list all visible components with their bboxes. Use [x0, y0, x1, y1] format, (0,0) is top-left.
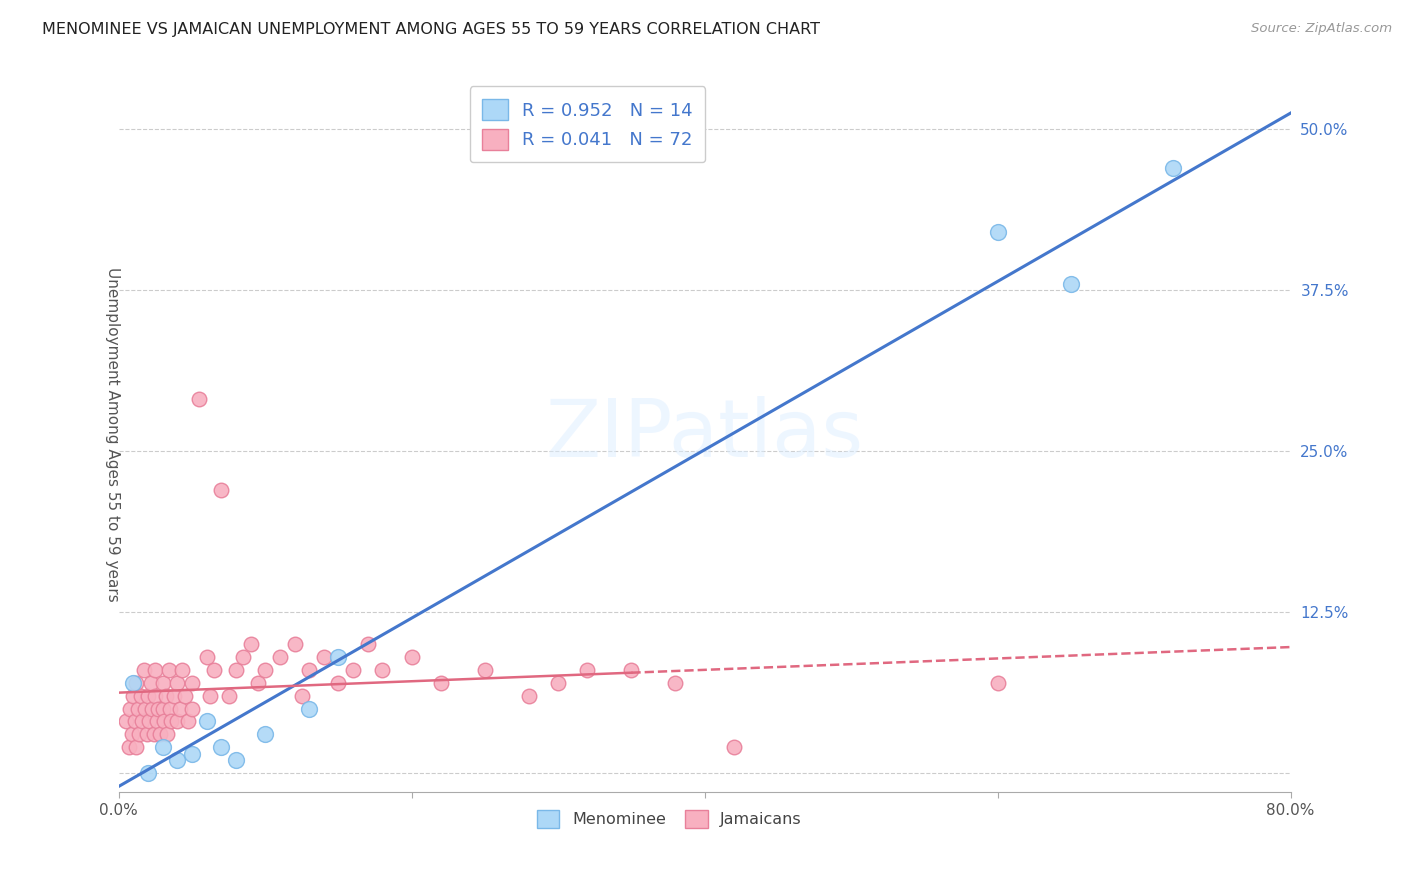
Point — [723, 740, 745, 755]
Text: Source: ZipAtlas.com: Source: ZipAtlas.com — [1251, 22, 1392, 36]
Point — [181, 747, 204, 761]
Point — [120, 701, 142, 715]
Point — [181, 701, 204, 715]
Point — [254, 727, 277, 741]
Point — [142, 727, 165, 741]
Point — [283, 637, 305, 651]
Point — [225, 663, 247, 677]
Point — [166, 753, 188, 767]
Point — [134, 701, 156, 715]
Point — [128, 727, 150, 741]
Point — [218, 689, 240, 703]
Point — [173, 689, 195, 703]
Point — [129, 689, 152, 703]
Point — [152, 675, 174, 690]
Point — [136, 689, 159, 703]
Point — [121, 727, 143, 741]
Point — [298, 663, 321, 677]
Point — [152, 740, 174, 755]
Point — [157, 663, 180, 677]
Point — [149, 727, 172, 741]
Point — [152, 701, 174, 715]
Point — [198, 689, 221, 703]
Point — [328, 675, 350, 690]
Point — [342, 663, 364, 677]
Point — [135, 727, 157, 741]
Point — [132, 663, 155, 677]
Point — [115, 714, 138, 729]
Point — [169, 701, 191, 715]
Point — [146, 714, 169, 729]
Point — [202, 663, 225, 677]
Point — [176, 714, 198, 729]
Point — [269, 650, 291, 665]
Point — [156, 727, 179, 741]
Point — [195, 714, 218, 729]
Text: ZIPatlas: ZIPatlas — [546, 396, 863, 474]
Point — [122, 675, 145, 690]
Text: MENOMINEE VS JAMAICAN UNEMPLOYMENT AMONG AGES 55 TO 59 YEARS CORRELATION CHART: MENOMINEE VS JAMAICAN UNEMPLOYMENT AMONG… — [42, 22, 820, 37]
Point — [181, 675, 204, 690]
Point — [143, 663, 166, 677]
Point — [118, 740, 141, 755]
Point — [195, 650, 218, 665]
Point — [401, 650, 423, 665]
Point — [155, 689, 177, 703]
Point — [664, 675, 686, 690]
Point — [371, 663, 394, 677]
Point — [160, 714, 183, 729]
Point — [298, 701, 321, 715]
Point — [166, 714, 188, 729]
Point — [430, 675, 453, 690]
Point — [188, 392, 211, 407]
Point — [517, 689, 540, 703]
Point — [357, 637, 380, 651]
Point — [328, 650, 350, 665]
Point — [170, 663, 193, 677]
Point — [239, 637, 262, 651]
Point — [148, 701, 170, 715]
Point — [987, 225, 1010, 239]
Point — [166, 675, 188, 690]
Point — [312, 650, 335, 665]
Point — [987, 675, 1010, 690]
Point — [125, 675, 148, 690]
Point — [159, 701, 181, 715]
Point — [291, 689, 314, 703]
Y-axis label: Unemployment Among Ages 55 to 59 years: Unemployment Among Ages 55 to 59 years — [105, 268, 120, 602]
Point — [124, 714, 146, 729]
Point — [225, 753, 247, 767]
Point — [122, 689, 145, 703]
Point — [141, 701, 163, 715]
Point — [125, 740, 148, 755]
Legend: Menominee, Jamaicans: Menominee, Jamaicans — [530, 803, 808, 834]
Point — [153, 714, 176, 729]
Point — [474, 663, 496, 677]
Point — [143, 689, 166, 703]
Point — [254, 663, 277, 677]
Point — [232, 650, 254, 665]
Point — [576, 663, 599, 677]
Point — [1060, 277, 1083, 291]
Point — [246, 675, 269, 690]
Point — [209, 740, 232, 755]
Point — [131, 714, 153, 729]
Point — [138, 714, 160, 729]
Point — [547, 675, 569, 690]
Point — [620, 663, 643, 677]
Point — [139, 675, 162, 690]
Point — [127, 701, 149, 715]
Point — [163, 689, 186, 703]
Point — [1163, 161, 1185, 175]
Point — [209, 483, 232, 497]
Point — [136, 766, 159, 780]
